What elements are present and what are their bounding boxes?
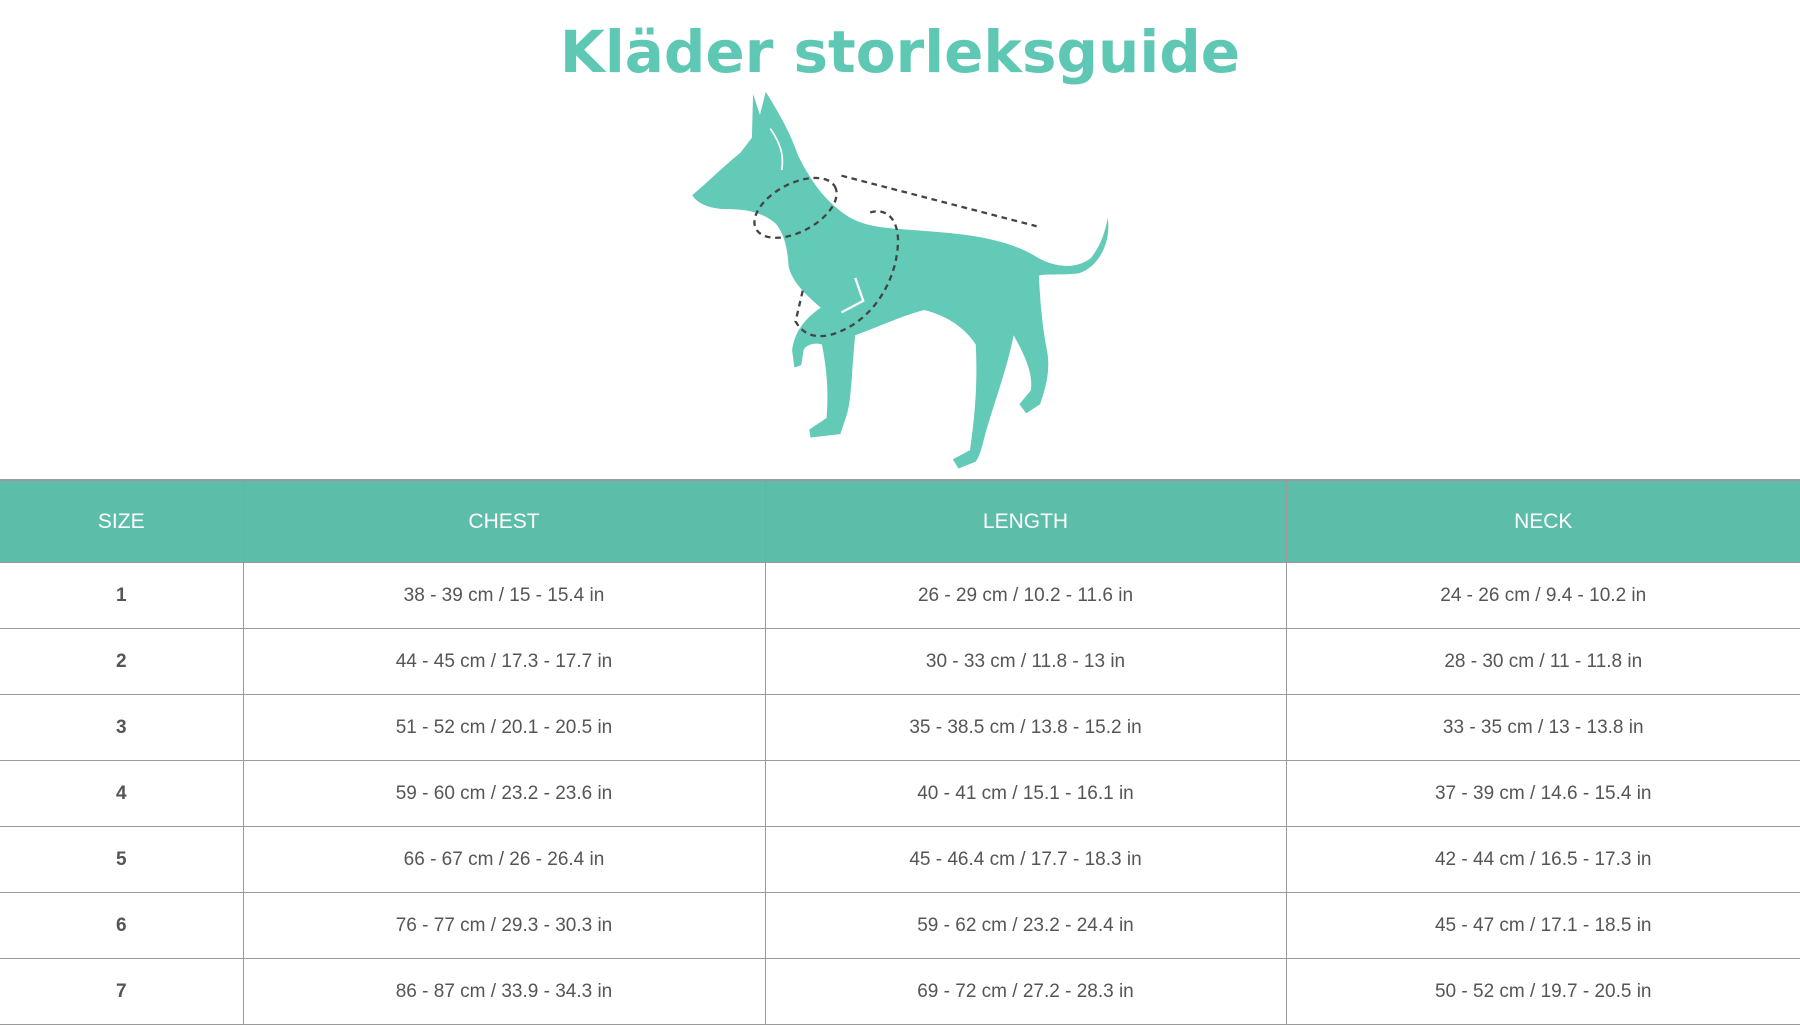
neck-cell: 50 - 52 cm / 19.7 - 20.5 in [1285, 958, 1800, 1025]
length-cell: 30 - 33 cm / 11.8 - 13 in [764, 628, 1287, 695]
ear-highlight [769, 128, 784, 171]
length-measure-line [841, 174, 1037, 228]
neck-cell: 28 - 30 cm / 11 - 11.8 in [1285, 628, 1800, 695]
table-row: 4 59 - 60 cm / 23.2 - 23.6 in 40 - 41 cm /… [0, 760, 1800, 827]
neck-cell: 33 - 35 cm / 13 - 13.8 in [1285, 694, 1800, 761]
column-header-size: SIZE [0, 479, 244, 563]
length-cell: 26 - 29 cm / 10.2 - 11.6 in [764, 562, 1287, 629]
length-cell: 35 - 38.5 cm / 13.8 - 15.2 in [764, 694, 1287, 761]
neck-cell: 45 - 47 cm / 17.1 - 18.5 in [1285, 892, 1800, 959]
size-cell: 2 [0, 628, 244, 695]
table-row: 5 66 - 67 cm / 26 - 26.4 in 45 - 46.4 cm /… [0, 826, 1800, 893]
size-cell: 5 [0, 826, 244, 893]
neck-cell: 24 - 26 cm / 9.4 - 10.2 in [1285, 562, 1800, 629]
size-cell: 7 [0, 958, 244, 1025]
chest-cell: 66 - 67 cm / 26 - 26.4 in [242, 826, 766, 893]
column-header-neck: NECK [1285, 479, 1800, 563]
table-row: 6 76 - 77 cm / 29.3 - 30.3 in 59 - 62 cm /… [0, 892, 1800, 959]
table-row: 1 38 - 39 cm / 15 - 15.4 in 26 - 29 cm / 1… [0, 562, 1800, 629]
page-title: Kläder storleksguide [559, 18, 1241, 86]
dog-measurement-icon [692, 91, 1109, 469]
chest-measure-loop [794, 210, 900, 338]
length-cell: 40 - 41 cm / 15.1 - 16.1 in [764, 760, 1287, 827]
column-header-length: LENGTH [764, 479, 1287, 563]
chest-cell: 51 - 52 cm / 20.1 - 20.5 in [242, 694, 766, 761]
dog-silhouette [692, 91, 1109, 469]
table-row: 7 86 - 87 cm / 33.9 - 34.3 in 69 - 72 cm /… [0, 958, 1800, 1025]
chest-cell: 38 - 39 cm / 15 - 15.4 in [242, 562, 766, 629]
size-cell: 4 [0, 760, 244, 827]
size-cell: 1 [0, 562, 244, 629]
chest-cell: 86 - 87 cm / 33.9 - 34.3 in [242, 958, 766, 1025]
table-row: 2 44 - 45 cm / 17.3 - 17.7 in 30 - 33 cm /… [0, 628, 1800, 695]
length-cell: 45 - 46.4 cm / 17.7 - 18.3 in [764, 826, 1287, 893]
leg-highlight [840, 277, 865, 314]
neck-cell: 42 - 44 cm / 16.5 - 17.3 in [1285, 826, 1800, 893]
chest-cell: 59 - 60 cm / 23.2 - 23.6 in [242, 760, 766, 827]
table-row: 3 51 - 52 cm / 20.1 - 20.5 in 35 - 38.5 cm… [0, 694, 1800, 761]
size-cell: 6 [0, 892, 244, 959]
neck-measure-loop [753, 176, 838, 239]
column-header-chest: CHEST [242, 479, 766, 563]
size-guide-table: SIZE CHEST LENGTH NECK 1 38 - 39 cm / 15 … [0, 479, 1800, 1025]
size-cell: 3 [0, 694, 244, 761]
neck-cell: 37 - 39 cm / 14.6 - 15.4 in [1285, 760, 1800, 827]
length-cell: 59 - 62 cm / 23.2 - 24.4 in [764, 892, 1287, 959]
chest-cell: 44 - 45 cm / 17.3 - 17.7 in [242, 628, 766, 695]
length-cell: 69 - 72 cm / 27.2 - 28.3 in [764, 958, 1287, 1025]
chest-cell: 76 - 77 cm / 29.3 - 30.3 in [242, 892, 766, 959]
table-header-row: SIZE CHEST LENGTH NECK [0, 479, 1800, 563]
